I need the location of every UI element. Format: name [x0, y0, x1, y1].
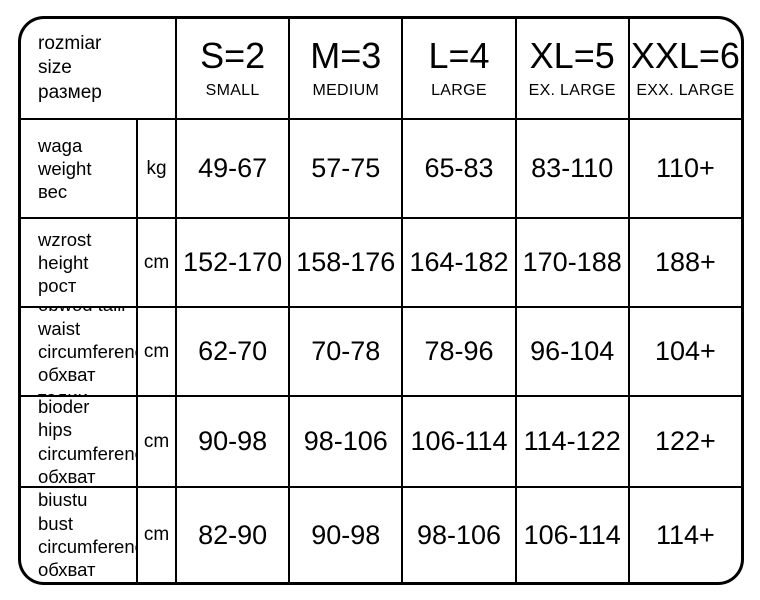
- label-line: hips: [38, 419, 72, 441]
- label-line: height: [38, 251, 89, 273]
- size-name: EX. LARGE: [528, 81, 616, 99]
- size-value: 106-114: [516, 488, 628, 582]
- size-value: 78-96: [403, 308, 515, 395]
- measurement-label-hips: obwód bioder hips circumference обхват б…: [21, 397, 136, 486]
- size-column-header-m: M=3 MEDIUM: [290, 19, 402, 118]
- size-column-header-l: L=4 LARGE: [403, 19, 515, 118]
- size-code: XXL=6: [630, 34, 740, 76]
- unit-label: cm: [138, 397, 175, 486]
- size-code: S=2: [200, 34, 266, 76]
- size-value: 70-78: [290, 308, 402, 395]
- size-value: 49-67: [177, 120, 289, 217]
- unit-label: cm: [138, 488, 175, 582]
- label-line: wzrost: [38, 228, 92, 250]
- size-value: 158-176: [290, 219, 402, 306]
- size-column-header-s: S=2 SMALL: [177, 19, 289, 118]
- size-name: LARGE: [431, 81, 487, 99]
- size-column-header-xxl: XXL=6 EXX. LARGE: [629, 19, 741, 118]
- label-line: обхват талии: [38, 364, 96, 395]
- size-value: 114-122: [516, 397, 628, 486]
- measurement-label-weight: waga weight вес: [21, 120, 136, 217]
- size-name: MEDIUM: [312, 81, 380, 99]
- corner-line-ru: размер: [38, 81, 102, 103]
- size-name: EXX. LARGE: [636, 81, 735, 99]
- label-line: waist: [38, 317, 81, 339]
- size-value: 114+: [629, 488, 741, 582]
- label-line: weight: [38, 157, 92, 179]
- size-value: 98-106: [403, 488, 515, 582]
- measurement-label-height: wzrost height рост: [21, 219, 136, 306]
- corner-line-pl: rozmiar: [38, 33, 102, 55]
- measurement-label-bust: obwód biustu bust circumference обхват г…: [21, 488, 136, 582]
- size-value: 104+: [629, 308, 741, 395]
- corner-header-cell: rozmiar size размер: [21, 19, 175, 118]
- label-line: обхват груди: [38, 559, 96, 581]
- size-value: 62-70: [177, 308, 289, 395]
- size-code: XL=5: [529, 34, 615, 76]
- label-line: waga: [38, 134, 83, 156]
- size-chart-table: rozmiar size размер S=2 SMALL M=3 MEDIUM…: [18, 16, 744, 585]
- unit-label: cm: [138, 308, 175, 395]
- size-value: 82-90: [177, 488, 289, 582]
- label-line: bust: [38, 512, 73, 534]
- size-value: 164-182: [403, 219, 515, 306]
- corner-line-en: size: [38, 57, 72, 79]
- label-line: обхват бедер: [38, 465, 96, 486]
- size-column-header-xl: XL=5 EX. LARGE: [516, 19, 628, 118]
- size-value: 83-110: [516, 120, 628, 217]
- label-line: вес: [38, 181, 68, 203]
- size-value: 188+: [629, 219, 741, 306]
- size-value: 98-106: [290, 397, 402, 486]
- label-line: circumference: [38, 536, 136, 557]
- unit-label: kg: [138, 120, 175, 217]
- size-value: 57-75: [290, 120, 402, 217]
- size-value: 122+: [629, 397, 741, 486]
- size-value: 96-104: [516, 308, 628, 395]
- size-value: 110+: [629, 120, 741, 217]
- unit-label: cm: [138, 219, 175, 306]
- label-line: obwód talii: [38, 308, 125, 317]
- size-value: 90-98: [177, 397, 289, 486]
- size-code: M=3: [310, 34, 382, 76]
- size-code: L=4: [428, 34, 490, 76]
- size-value: 90-98: [290, 488, 402, 582]
- label-line: circumference: [38, 442, 136, 464]
- measurement-label-waist: obwód talii waist circumference обхват т…: [21, 308, 136, 395]
- label-line: obwód bioder: [38, 397, 90, 417]
- label-line: obwód biustu: [38, 489, 88, 511]
- label-line: circumference: [38, 340, 136, 362]
- label-line: рост: [38, 275, 77, 297]
- size-value: 65-83: [403, 120, 515, 217]
- size-name: SMALL: [205, 81, 260, 99]
- size-value: 106-114: [403, 397, 515, 486]
- size-value: 152-170: [177, 219, 289, 306]
- size-value: 170-188: [516, 219, 628, 306]
